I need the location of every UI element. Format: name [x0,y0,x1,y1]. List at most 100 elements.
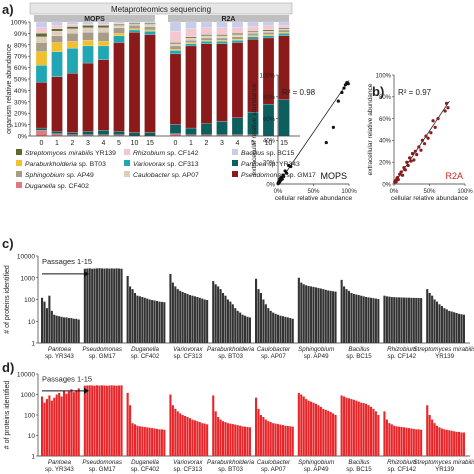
bar-segment-paraburkholderia [128,28,141,31]
bar-segment-sphingobium [231,36,244,40]
scatter-point [443,109,447,113]
bar-segment-sphingobium [51,35,63,43]
group-header-R2A [168,15,289,22]
panel-c-group-label-sub: sp. BT03 [218,353,243,360]
panel-label-a: a) [2,2,14,17]
panel-d-bar [377,415,380,456]
bar-segment-rhizobium [51,25,63,29]
bar-segment-caulobacter [185,37,197,41]
panel-d-bar [163,429,166,456]
y-tick-label: 50% [14,77,27,84]
panel-c-bar [241,314,244,343]
panel-c-bar [136,295,139,343]
panel-c-bar [433,299,436,343]
chart-title: Metaproteomics sequencing [111,5,211,14]
panel-c-bar [72,318,75,343]
legend-swatch-sphingobium [16,171,22,177]
panel-d-group-label: Caulobacter [257,459,291,466]
panel-c-bar [365,297,368,343]
panel-d-bar [246,426,249,456]
bar-segment-pseudomonas [66,73,79,133]
panel-d-bar [438,427,441,456]
panel-c-group-label-sub: sp. GM17 [89,353,116,360]
panel-d-bar [224,422,227,456]
bar-segment-pseudomonas [82,62,94,132]
panel-d-bar [314,403,318,456]
panel-c-bar [231,304,234,343]
panel-c-bar [455,312,458,343]
legend-swatch-pseudomonas [232,171,238,177]
panel-c-bar [426,289,429,343]
panel-c-bar [53,314,56,343]
panel-d-bar [433,423,436,456]
panel-d-bar [398,426,401,456]
scatter-point [412,158,416,162]
x-tick-label: 15 [280,140,288,147]
panel-c-y-tick-label: 1 [31,341,35,348]
bar-segment-rhizobium [247,26,259,32]
legend-swatch-rhizobium [124,149,130,155]
bar-segment-pseudomonas [113,42,125,132]
legend-label-duganella: Duganella sp. CF402 [25,183,89,190]
bar-segment-variovorax [169,50,182,55]
panel-d-bar [77,388,80,456]
panel-d-bar [226,423,229,456]
panel-d-bar [171,405,174,456]
bar-segment-pseudomonas [51,76,63,132]
bar-segment-pantoea [185,127,197,135]
x-tick-label: 2 [71,140,75,147]
panel-d-bar [388,423,391,456]
panel-c-bar [291,318,294,343]
panel-d-passages-arrowhead [84,387,89,394]
panel-c-bar [445,309,448,343]
panel-d-bar [369,406,373,456]
panel-d-group-label-sub: sp. AP07 [261,466,286,473]
panel-d-bar [126,392,129,456]
bar-segment-caulobacter [113,25,125,28]
panel-d-bar [385,419,388,456]
bar-segment-variovorax [247,36,259,40]
bar-segment-streptomyces [97,25,110,28]
panel-d-bar [219,419,222,456]
panel-d-bar [457,431,461,456]
panel-c-bar [169,273,172,343]
panel-d-bar [307,400,310,456]
bar-segment-streptomyces [82,25,94,28]
panel-d-group-label-sub: sp. GM17 [89,466,116,473]
panel-d-bar [329,412,332,456]
panel-c-bar [105,268,108,343]
legend-label-sphingobium: Sphingobium sp. AP49 [25,172,94,179]
panel-d-bar [393,425,396,456]
panel-c-bar [398,297,401,343]
bar-segment-pantoea [66,132,79,135]
scatter-point [280,177,284,181]
panel-c-bar [284,316,287,343]
panel-d-bar [402,427,406,456]
panel-d-bar [141,426,144,456]
panel-d-group-label-sub: sp. BC15 [346,466,372,473]
panel-d-bar [262,416,265,456]
panel-c-bar [198,297,201,343]
panel-c-bar [153,300,156,343]
scatter-y-axis-label: extracellular relative abundance [251,83,258,175]
panel-d-group-label: Rhizobium [387,459,416,466]
bar-segment-sphingobium [97,32,110,42]
bar-segment-bacillus [97,21,110,25]
panel-c-bar [201,298,204,343]
panel-d-bar [155,428,159,456]
panel-d-bar [269,422,272,456]
panel-c-bar [65,317,68,343]
panel-c-bar [448,310,451,343]
bar-segment-rhizobium [97,24,110,26]
bar-segment-sphingobium [169,45,182,50]
bar-segment-bacillus [128,21,141,24]
panel-c-bar [100,268,104,343]
bar-segment-sphingobium [35,42,48,52]
bar-segment-sphingobium [113,27,125,34]
panel-d-group-label: Bacillus [348,459,369,466]
panel-c-bar [115,268,118,343]
panel-c-bar [217,286,220,343]
panel-c-bar [236,310,239,343]
panel-c-group-label: Sphingobium [298,346,334,353]
bar-segment-pantoea [51,131,63,134]
